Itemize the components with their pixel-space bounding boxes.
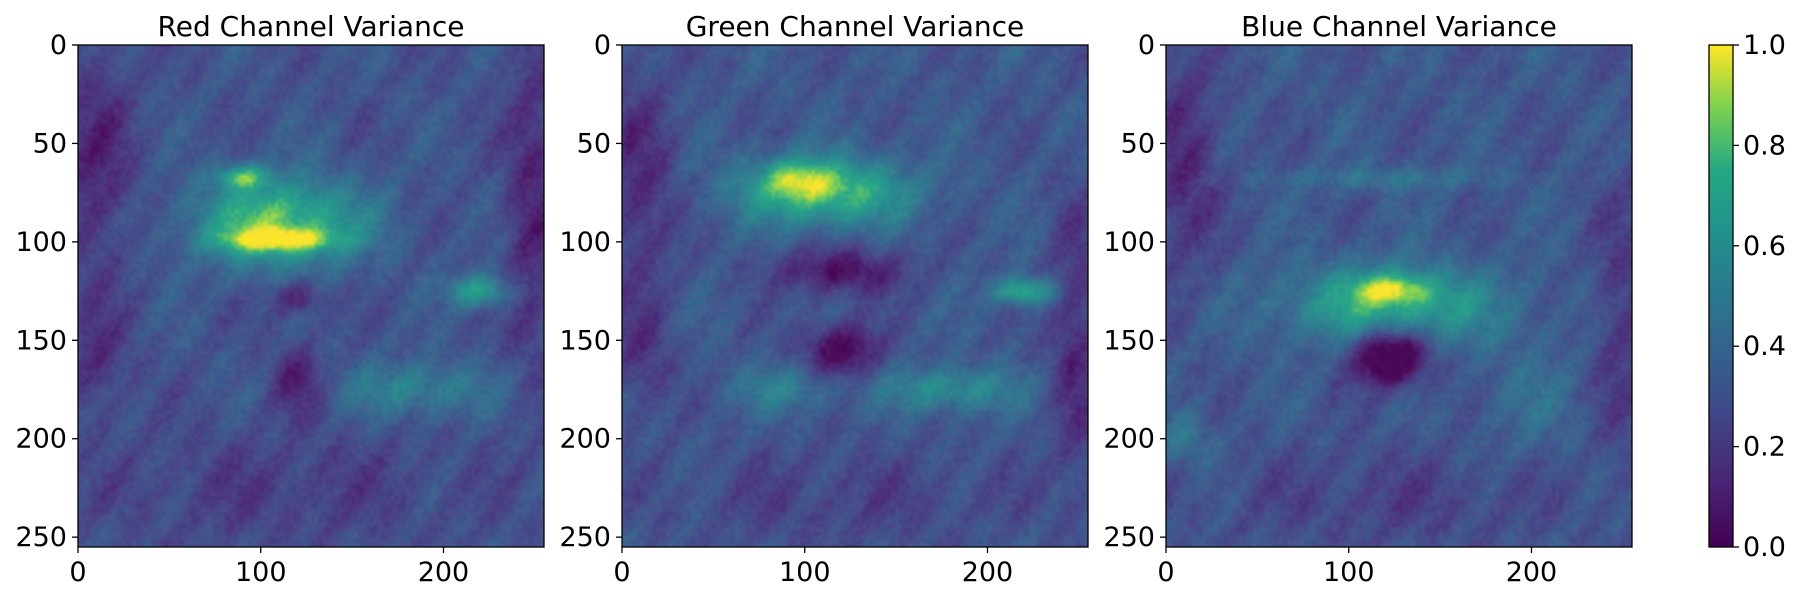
colorbar-tick-label: 0.4 (1743, 331, 1786, 362)
heatmap-grain (622, 45, 1088, 547)
colorbar-tick-label: 1.0 (1743, 30, 1786, 61)
x-tick-label: 100 (1323, 557, 1375, 588)
y-tick-label: 0 (1138, 30, 1155, 61)
y-tick-label: 200 (1103, 424, 1155, 455)
y-tick-label: 150 (15, 325, 67, 356)
colorbar-tick-label: 0.0 (1743, 532, 1786, 563)
y-tick-label: 100 (1103, 227, 1155, 258)
y-tick-label: 100 (559, 227, 611, 258)
heatmap-grain (78, 45, 544, 547)
colorbar: 0.0 0.2 0.4 0.6 0.8 1.0 (1708, 30, 1786, 563)
colorbar-tick-label: 0.8 (1743, 130, 1786, 161)
axes-frame (621, 44, 1089, 548)
y-tick-label: 200 (15, 424, 67, 455)
x-tick-label: 100 (235, 557, 287, 588)
x-tick-label: 200 (962, 557, 1014, 588)
y-axis: 0 50 100 150 200 250 (1103, 30, 1166, 553)
y-tick-label: 50 (577, 128, 611, 159)
axes-frame (1165, 44, 1633, 548)
x-tick-label: 100 (779, 557, 831, 588)
panel-title: Green Channel Variance (686, 10, 1025, 43)
colorbar-frame (1708, 44, 1734, 548)
y-tick-label: 200 (559, 424, 611, 455)
axes-frame (77, 44, 545, 548)
panel-blue: Blue Channel Variance 0 100 200 0 50 100 150 2… (1103, 10, 1633, 588)
panel-title: Blue Channel Variance (1241, 10, 1557, 43)
x-tick-label: 0 (69, 557, 86, 588)
y-tick-label: 250 (559, 522, 611, 553)
panel-red: Red Channel Variance 0 100 200 0 50 100 150 20… (15, 10, 545, 588)
y-tick-label: 50 (33, 128, 67, 159)
y-tick-label: 150 (559, 325, 611, 356)
y-axis: 0 50 100 150 200 250 (559, 30, 622, 553)
x-tick-label: 0 (613, 557, 630, 588)
colorbar-tick-label: 0.2 (1743, 432, 1786, 463)
x-tick-label: 0 (1157, 557, 1174, 588)
x-tick-label: 200 (1506, 557, 1558, 588)
y-tick-label: 0 (50, 30, 67, 61)
x-axis: 0 100 200 (69, 547, 469, 588)
heatmap-grain (1166, 45, 1632, 547)
y-tick-label: 50 (1121, 128, 1155, 159)
x-tick-label: 200 (418, 557, 470, 588)
colorbar-axis: 0.0 0.2 0.4 0.6 0.8 1.0 (1733, 30, 1786, 563)
y-tick-label: 250 (1103, 522, 1155, 553)
panel-green: Green Channel Variance 0 100 200 0 50 100 150… (559, 10, 1089, 588)
x-axis: 0 100 200 (1157, 547, 1557, 588)
y-axis: 0 50 100 150 200 250 (15, 30, 78, 553)
y-tick-label: 150 (1103, 325, 1155, 356)
x-axis: 0 100 200 (613, 547, 1013, 588)
colorbar-gradient (1709, 45, 1733, 547)
panel-title: Red Channel Variance (158, 10, 465, 43)
colorbar-tick-label: 0.6 (1743, 231, 1786, 262)
y-tick-label: 100 (15, 227, 67, 258)
y-tick-label: 250 (15, 522, 67, 553)
y-tick-label: 0 (594, 30, 611, 61)
